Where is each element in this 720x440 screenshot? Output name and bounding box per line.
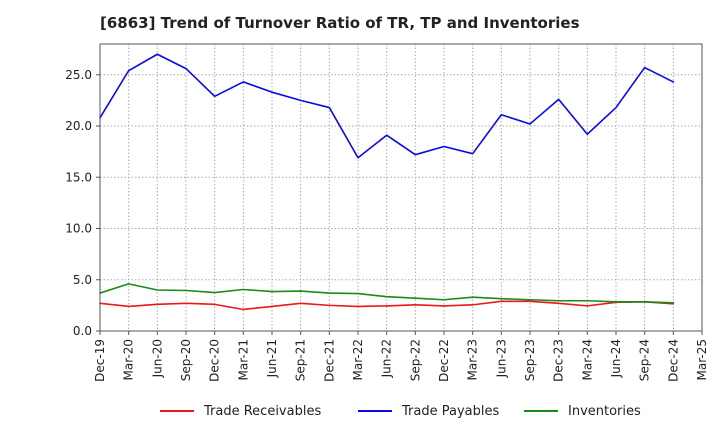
series-line-trade-payables	[99, 53, 675, 159]
y-tick-label: 10.0	[65, 222, 92, 236]
x-tick-label: Dec-19	[93, 339, 107, 382]
x-tick-label: Jun-24	[609, 339, 623, 378]
x-tick-label: Sep-24	[638, 339, 652, 381]
x-tick-label: Dec-22	[437, 339, 451, 382]
series-layer	[99, 53, 675, 311]
x-axis-ticks: Dec-19 Mar-20 Jun-20 Sep-20 Dec-20 Mar-21 Jun-…	[93, 331, 709, 382]
y-tick-label: 0.0	[73, 324, 92, 338]
y-tick-label: 5.0	[73, 273, 92, 287]
series-line-trade-receivables	[99, 300, 675, 311]
x-tick-label: Sep-22	[408, 339, 422, 381]
y-tick-label: 20.0	[65, 119, 92, 133]
chart-title: [6863] Trend of Turnover Ratio of TR, TP…	[100, 14, 580, 32]
x-tick-label: Mar-24	[580, 339, 594, 380]
plot-frame	[99, 43, 703, 332]
x-tick-label: Mar-23	[466, 339, 480, 380]
legend-label-trade-receivables: Trade Receivables	[203, 404, 321, 419]
legend-label-trade-payables: Trade Payables	[401, 404, 499, 419]
x-tick-label: Jun-22	[380, 339, 394, 378]
x-tick-label: Jun-23	[494, 339, 508, 378]
series-line-inventories	[99, 283, 675, 304]
x-tick-label: Mar-21	[236, 339, 250, 380]
x-tick-label: Sep-20	[179, 339, 193, 381]
x-tick-label: Sep-21	[294, 339, 308, 381]
y-axis-ticks: 0.0 5.0 10.0 15.0 20.0 25.0	[65, 68, 100, 338]
x-tick-label: Mar-22	[351, 339, 365, 380]
x-tick-label: Dec-21	[322, 339, 336, 382]
y-tick-label: 25.0	[65, 68, 92, 82]
x-tick-label: Jun-21	[265, 339, 279, 378]
x-tick-label: Mar-25	[695, 339, 709, 380]
x-tick-label: Dec-24	[666, 339, 680, 382]
grid-layer	[99, 44, 703, 332]
y-tick-label: 15.0	[65, 170, 92, 184]
legend: Trade Receivables Trade Payables Inventori…	[160, 404, 641, 419]
x-tick-label: Jun-20	[150, 339, 164, 378]
x-tick-label: Sep-23	[523, 339, 537, 381]
x-tick-label: Dec-20	[208, 339, 222, 382]
x-tick-label: Dec-23	[552, 339, 566, 382]
x-tick-label: Mar-20	[122, 339, 136, 380]
legend-label-inventories: Inventories	[568, 404, 641, 419]
